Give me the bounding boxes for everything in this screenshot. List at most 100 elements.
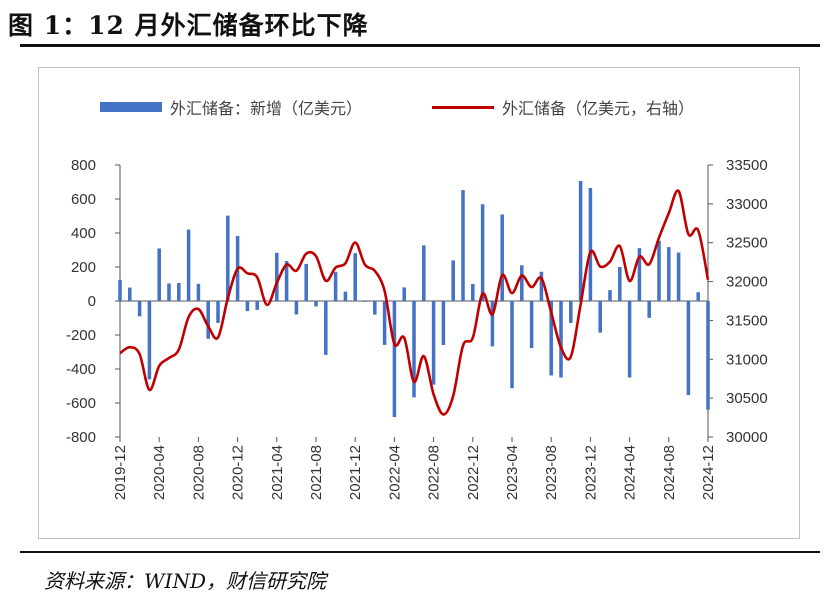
bar	[461, 190, 465, 301]
bar	[539, 271, 544, 301]
x-tick-label: 2020-08	[190, 445, 207, 500]
bar	[569, 301, 573, 323]
left-tick-label: -200	[66, 327, 96, 344]
x-tick-label: 2024-12	[700, 445, 717, 500]
left-tick-label: -400	[66, 361, 96, 378]
bar	[226, 215, 230, 301]
bar	[676, 252, 681, 301]
bar	[647, 301, 651, 318]
bar	[284, 261, 289, 301]
legend-label-bars: 外汇储备：新增（亿美元）	[170, 99, 363, 118]
figure-title: 图 1：12 月外汇储备环比下降	[8, 11, 369, 40]
x-tick-label: 2020-04	[151, 445, 168, 500]
bar	[167, 283, 171, 301]
bar	[451, 260, 455, 301]
bar	[147, 301, 152, 380]
bar	[137, 301, 142, 317]
bar	[490, 301, 495, 347]
x-tick-label: 2021-04	[269, 445, 286, 500]
right-tick-label: 30000	[726, 429, 768, 446]
x-tick-label: 2019-12	[112, 445, 129, 500]
bar	[324, 301, 328, 355]
bar	[304, 263, 308, 301]
x-tick-label: 2024-04	[622, 445, 639, 500]
x-tick-label: 2022-04	[386, 445, 403, 500]
x-tick-label: 2022-08	[426, 445, 443, 500]
x-tick-label: 2022-12	[465, 445, 482, 500]
bar	[314, 301, 318, 307]
source-note: 资料来源：WIND，财信研究院	[44, 569, 326, 593]
bar	[480, 204, 485, 301]
left-tick-label: 600	[71, 191, 96, 208]
bar	[333, 272, 338, 301]
title-rule	[20, 44, 820, 47]
bar	[275, 252, 279, 301]
x-tick-label: 2023-12	[582, 445, 599, 500]
bar	[667, 247, 671, 301]
bar	[637, 248, 642, 301]
bar	[529, 301, 534, 349]
bar	[128, 287, 132, 301]
chart-panel	[38, 67, 800, 539]
bar	[471, 284, 475, 301]
bar	[706, 301, 710, 410]
bar	[353, 253, 357, 301]
bar	[206, 301, 210, 339]
legend-label-line: 外汇储备（亿美元，右轴）	[502, 99, 695, 118]
legend-swatch-bars	[100, 102, 162, 112]
bar	[441, 301, 446, 346]
bar	[216, 301, 220, 323]
bar	[392, 301, 397, 418]
bar	[500, 214, 504, 301]
bar	[608, 290, 612, 301]
right-tick-label: 31500	[726, 312, 768, 329]
source-rule	[20, 551, 820, 553]
bar	[186, 229, 191, 301]
x-tick-label: 2023-04	[504, 445, 521, 500]
bar	[363, 301, 367, 302]
x-tick-label: 2024-08	[661, 445, 678, 500]
bar	[412, 301, 416, 398]
bar	[422, 245, 426, 301]
bar	[618, 267, 622, 301]
bar	[294, 301, 299, 315]
bar	[118, 279, 122, 301]
bar	[578, 180, 583, 301]
right-tick-label: 33500	[726, 157, 768, 174]
bar	[431, 301, 436, 385]
right-tick-label: 33000	[726, 196, 768, 213]
left-tick-label: 0	[88, 293, 96, 310]
legend-item-bars: 外汇储备：新增（亿美元）	[100, 95, 362, 119]
right-tick-label: 32500	[726, 235, 768, 252]
left-tick-label: 200	[71, 259, 96, 276]
bar	[196, 283, 201, 301]
reserves-line	[119, 189, 710, 416]
bar	[559, 301, 563, 378]
left-tick-label: -800	[66, 429, 96, 446]
bar	[686, 301, 691, 396]
x-tick-label: 2021-08	[308, 445, 325, 500]
right-tick-label: 32000	[726, 274, 768, 291]
bar	[157, 248, 161, 301]
bar	[255, 301, 259, 310]
bar	[510, 301, 514, 389]
left-tick-label: -600	[66, 395, 96, 412]
bar	[245, 301, 250, 312]
left-tick-label: 400	[71, 225, 96, 242]
right-tick-label: 31000	[726, 351, 768, 368]
bar	[588, 187, 593, 301]
bar	[549, 301, 553, 376]
right-tick-label: 30500	[726, 390, 768, 407]
x-tick-label: 2021-12	[347, 445, 364, 500]
bar	[373, 301, 377, 315]
bar	[657, 240, 661, 301]
bar	[265, 301, 269, 302]
bar	[520, 265, 524, 301]
legend-item-line: 外汇储备（亿美元，右轴）	[432, 95, 694, 119]
legend-swatch-line	[432, 105, 494, 109]
bar	[382, 301, 387, 345]
x-tick-label: 2020-12	[230, 445, 247, 500]
bar	[343, 291, 348, 301]
bar	[627, 301, 632, 378]
